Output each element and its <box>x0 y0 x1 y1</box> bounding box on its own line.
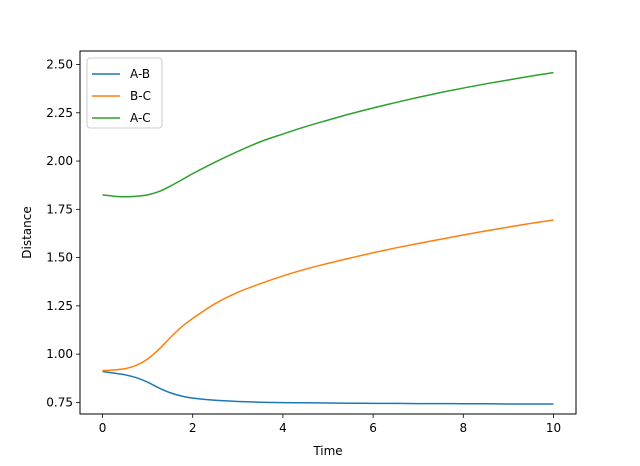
series-line-b-c <box>102 219 554 372</box>
legend-box <box>86 57 163 129</box>
plot-lines <box>102 71 554 405</box>
axes-frame <box>79 50 577 415</box>
legend-label-b-c: B-C <box>130 89 151 103</box>
y-tick-label: 1.75 <box>46 202 73 216</box>
x-axis: 0 2 4 6 8 10 <box>99 414 561 435</box>
y-tick-label: 2.25 <box>46 106 73 120</box>
x-tick-label: 10 <box>546 421 561 435</box>
y-tick-label: 0.75 <box>46 395 73 409</box>
y-tick-label: 1.50 <box>46 251 73 265</box>
y-tick-label: 2.00 <box>46 154 73 168</box>
y-tick-label: 1.00 <box>46 347 73 361</box>
y-tick-label: 2.50 <box>46 58 73 72</box>
x-tick-label: 6 <box>369 421 377 435</box>
series-line-a-b <box>102 370 554 405</box>
series-line-a-c <box>102 71 554 198</box>
y-axis: 0.75 1.00 1.25 1.50 1.75 2.00 2.25 2.50 <box>46 58 80 409</box>
y-axis-label: Distance <box>20 206 34 258</box>
x-tick-label: 2 <box>189 421 197 435</box>
x-tick-label: 8 <box>459 421 467 435</box>
x-tick-label: 4 <box>279 421 287 435</box>
legend-label-a-b: A-B <box>130 67 150 81</box>
legend-label-a-c: A-C <box>130 111 151 125</box>
y-tick-label: 1.25 <box>46 299 73 313</box>
x-axis-label: Time <box>312 444 342 458</box>
x-tick-label: 0 <box>99 421 107 435</box>
legend: A-B B-C A-C <box>86 57 163 129</box>
